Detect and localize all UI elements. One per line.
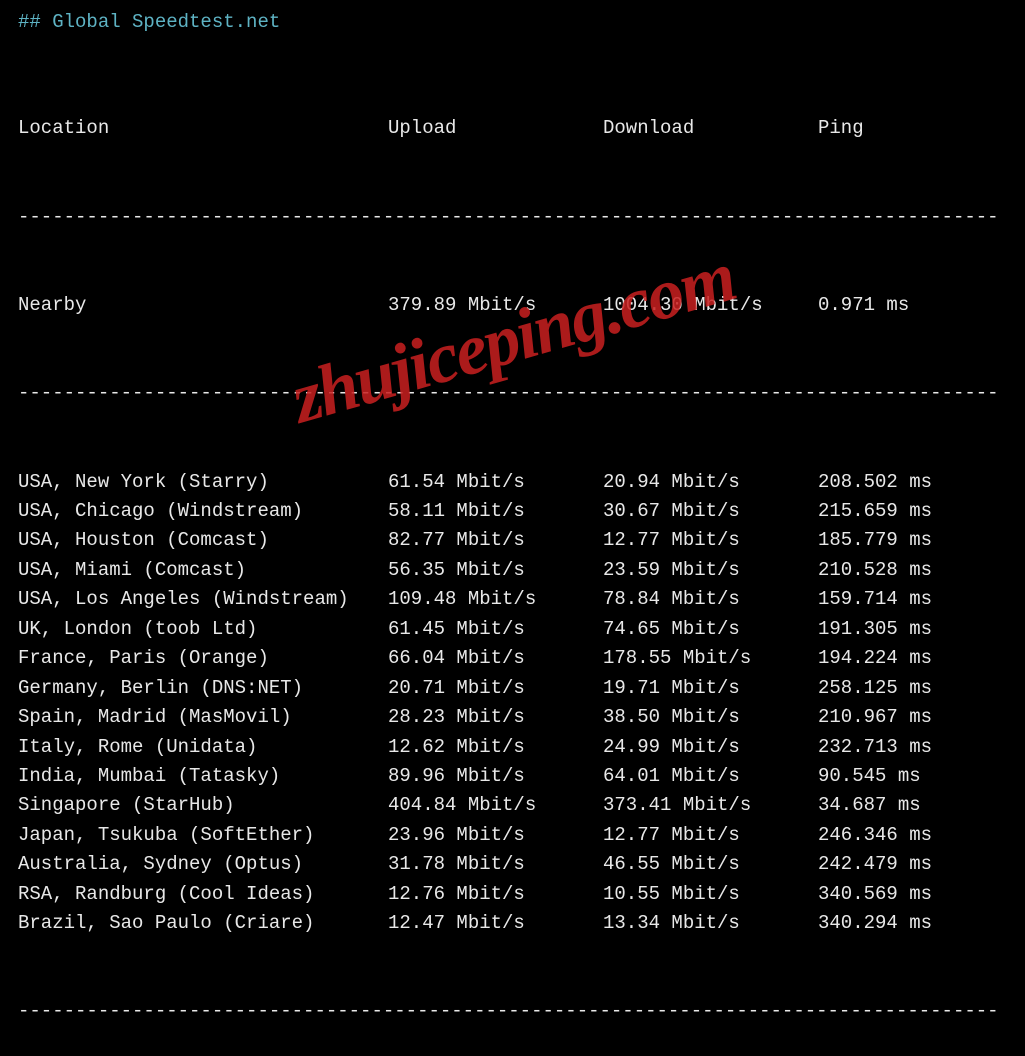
cell-location: Germany, Berlin (DNS:NET) <box>18 674 388 703</box>
cell-location: Italy, Rome (Unidata) <box>18 733 388 762</box>
header-location: Location <box>18 114 388 143</box>
header-download: Download <box>603 114 818 143</box>
cell-upload: 12.47 Mbit/s <box>388 909 603 938</box>
table-row: UK, London (toob Ltd)61.45 Mbit/s74.65 M… <box>18 615 1007 644</box>
cell-upload: 12.76 Mbit/s <box>388 880 603 909</box>
table-row: Spain, Madrid (MasMovil)28.23 Mbit/s38.5… <box>18 703 1007 732</box>
cell-upload: 61.45 Mbit/s <box>388 615 603 644</box>
nearby-location: Nearby <box>18 291 388 320</box>
cell-upload: 82.77 Mbit/s <box>388 526 603 555</box>
cell-location: USA, Chicago (Windstream) <box>18 497 388 526</box>
cell-ping: 185.779 ms <box>818 526 932 555</box>
cell-upload: 23.96 Mbit/s <box>388 821 603 850</box>
cell-ping: 159.714 ms <box>818 585 932 614</box>
cell-download: 78.84 Mbit/s <box>603 585 818 614</box>
cell-ping: 194.224 ms <box>818 644 932 673</box>
cell-download: 20.94 Mbit/s <box>603 468 818 497</box>
divider-line: ----------------------------------------… <box>18 203 1007 232</box>
cell-upload: 89.96 Mbit/s <box>388 762 603 791</box>
cell-download: 19.71 Mbit/s <box>603 674 818 703</box>
cell-ping: 34.687 ms <box>818 791 921 820</box>
cell-ping: 242.479 ms <box>818 850 932 879</box>
cell-ping: 232.713 ms <box>818 733 932 762</box>
cell-upload: 31.78 Mbit/s <box>388 850 603 879</box>
cell-download: 24.99 Mbit/s <box>603 733 818 762</box>
table-row: Japan, Tsukuba (SoftEther)23.96 Mbit/s12… <box>18 821 1007 850</box>
cell-ping: 246.346 ms <box>818 821 932 850</box>
cell-download: 12.77 Mbit/s <box>603 526 818 555</box>
table-header-row: LocationUploadDownloadPing <box>18 114 1007 143</box>
cell-location: USA, New York (Starry) <box>18 468 388 497</box>
cell-download: 12.77 Mbit/s <box>603 821 818 850</box>
cell-upload: 20.71 Mbit/s <box>388 674 603 703</box>
cell-location: Singapore (StarHub) <box>18 791 388 820</box>
divider-line: ----------------------------------------… <box>18 997 1007 1026</box>
table-row: Italy, Rome (Unidata)12.62 Mbit/s24.99 M… <box>18 733 1007 762</box>
table-row: Singapore (StarHub)404.84 Mbit/s373.41 M… <box>18 791 1007 820</box>
cell-location: Spain, Madrid (MasMovil) <box>18 703 388 732</box>
cell-location: USA, Miami (Comcast) <box>18 556 388 585</box>
cell-download: 373.41 Mbit/s <box>603 791 818 820</box>
table-row: India, Mumbai (Tatasky)89.96 Mbit/s64.01… <box>18 762 1007 791</box>
cell-download: 23.59 Mbit/s <box>603 556 818 585</box>
cell-location: France, Paris (Orange) <box>18 644 388 673</box>
nearby-upload: 379.89 Mbit/s <box>388 291 603 320</box>
cell-download: 10.55 Mbit/s <box>603 880 818 909</box>
cell-ping: 210.967 ms <box>818 703 932 732</box>
cell-upload: 58.11 Mbit/s <box>388 497 603 526</box>
nearby-download: 1004.30 Mbit/s <box>603 291 818 320</box>
cell-download: 46.55 Mbit/s <box>603 850 818 879</box>
cell-download: 38.50 Mbit/s <box>603 703 818 732</box>
table-row: France, Paris (Orange)66.04 Mbit/s178.55… <box>18 644 1007 673</box>
cell-upload: 66.04 Mbit/s <box>388 644 603 673</box>
cell-ping: 215.659 ms <box>818 497 932 526</box>
page-title: ## Global Speedtest.net <box>18 8 1007 37</box>
cell-upload: 61.54 Mbit/s <box>388 468 603 497</box>
nearby-row: Nearby379.89 Mbit/s1004.30 Mbit/s0.971 m… <box>18 291 1007 320</box>
table-row: Brazil, Sao Paulo (Criare)12.47 Mbit/s13… <box>18 909 1007 938</box>
table-row: USA, Houston (Comcast)82.77 Mbit/s12.77 … <box>18 526 1007 555</box>
cell-ping: 340.569 ms <box>818 880 932 909</box>
table-row: Australia, Sydney (Optus)31.78 Mbit/s46.… <box>18 850 1007 879</box>
cell-ping: 191.305 ms <box>818 615 932 644</box>
cell-download: 30.67 Mbit/s <box>603 497 818 526</box>
header-upload: Upload <box>388 114 603 143</box>
cell-location: RSA, Randburg (Cool Ideas) <box>18 880 388 909</box>
table-row: USA, Miami (Comcast)56.35 Mbit/s23.59 Mb… <box>18 556 1007 585</box>
cell-ping: 210.528 ms <box>818 556 932 585</box>
cell-ping: 258.125 ms <box>818 674 932 703</box>
cell-upload: 56.35 Mbit/s <box>388 556 603 585</box>
table-row: USA, Los Angeles (Windstream)109.48 Mbit… <box>18 585 1007 614</box>
cell-download: 74.65 Mbit/s <box>603 615 818 644</box>
cell-upload: 404.84 Mbit/s <box>388 791 603 820</box>
cell-upload: 109.48 Mbit/s <box>388 585 603 614</box>
cell-download: 13.34 Mbit/s <box>603 909 818 938</box>
cell-location: India, Mumbai (Tatasky) <box>18 762 388 791</box>
cell-upload: 28.23 Mbit/s <box>388 703 603 732</box>
cell-download: 178.55 Mbit/s <box>603 644 818 673</box>
cell-ping: 208.502 ms <box>818 468 932 497</box>
cell-location: USA, Los Angeles (Windstream) <box>18 585 388 614</box>
cell-location: USA, Houston (Comcast) <box>18 526 388 555</box>
table-row: RSA, Randburg (Cool Ideas)12.76 Mbit/s10… <box>18 880 1007 909</box>
nearby-ping: 0.971 ms <box>818 291 909 320</box>
cell-location: Japan, Tsukuba (SoftEther) <box>18 821 388 850</box>
cell-ping: 90.545 ms <box>818 762 921 791</box>
table-row: USA, New York (Starry)61.54 Mbit/s20.94 … <box>18 468 1007 497</box>
cell-location: UK, London (toob Ltd) <box>18 615 388 644</box>
table-body: USA, New York (Starry)61.54 Mbit/s20.94 … <box>18 468 1007 939</box>
table-row: Germany, Berlin (DNS:NET)20.71 Mbit/s19.… <box>18 674 1007 703</box>
cell-download: 64.01 Mbit/s <box>603 762 818 791</box>
speedtest-table: LocationUploadDownloadPing -------------… <box>18 55 1007 1056</box>
cell-ping: 340.294 ms <box>818 909 932 938</box>
divider-line: ----------------------------------------… <box>18 379 1007 408</box>
table-row: USA, Chicago (Windstream)58.11 Mbit/s30.… <box>18 497 1007 526</box>
cell-location: Australia, Sydney (Optus) <box>18 850 388 879</box>
cell-upload: 12.62 Mbit/s <box>388 733 603 762</box>
cell-location: Brazil, Sao Paulo (Criare) <box>18 909 388 938</box>
header-ping: Ping <box>818 114 864 143</box>
